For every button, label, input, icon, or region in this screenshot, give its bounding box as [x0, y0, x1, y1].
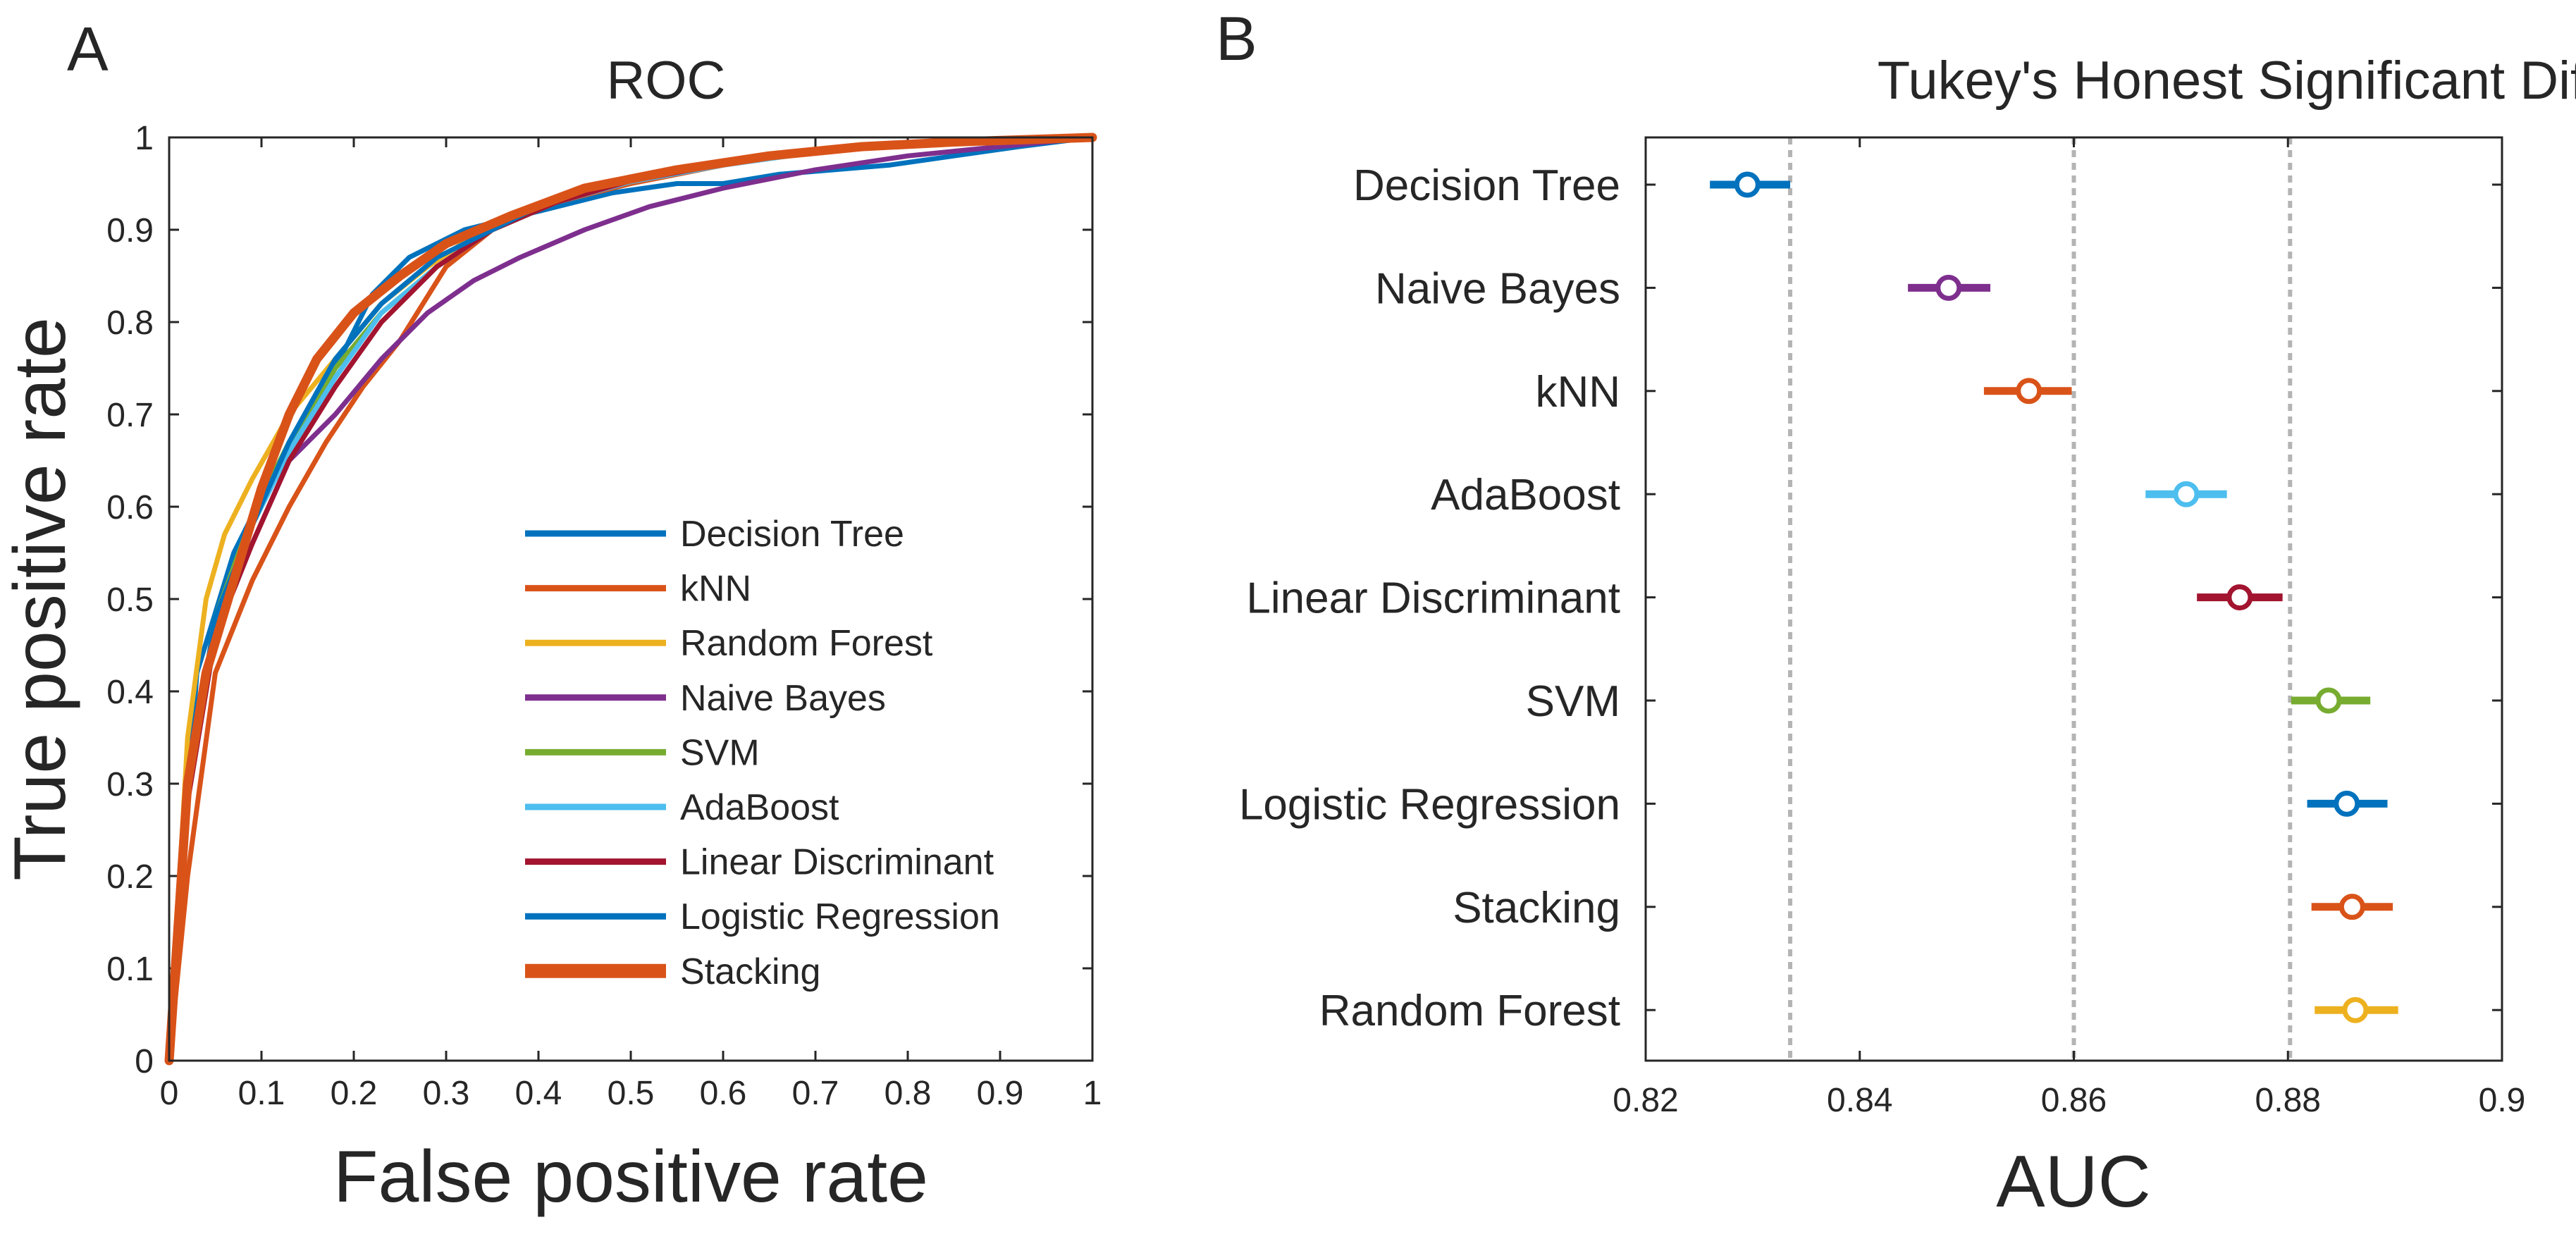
- panel-letter-a: A: [67, 14, 109, 84]
- hsd-category-label: Logistic Regression: [1239, 780, 1620, 829]
- hsd-mean-marker: [2338, 894, 2365, 920]
- roc-legend-label: Naive Bayes: [680, 678, 886, 719]
- hsd-mean-marker: [1734, 171, 1761, 198]
- hsd-category-label: Linear Discriminant: [1246, 574, 1620, 623]
- roc-xtick-label: 0: [160, 1075, 179, 1112]
- roc-xtick-label: 0.6: [700, 1075, 747, 1112]
- hsd-mean-marker: [2334, 790, 2360, 817]
- hsd-category-label: SVM: [1526, 677, 1620, 726]
- hsd-xtick-label: 0.84: [1827, 1082, 1892, 1119]
- panel-letter-b: B: [1216, 4, 1257, 73]
- roc-xtick-label: 0.3: [423, 1075, 470, 1112]
- roc-legend-label: kNN: [680, 569, 751, 610]
- roc-legend: Decision Tree kNN Random Forest Naive Bayes…: [525, 514, 1000, 992]
- roc-xtick-label: 0.4: [515, 1075, 562, 1112]
- roc-legend-label: Random Forest: [680, 623, 933, 664]
- hsd-category-label: Random Forest: [1319, 987, 1620, 1035]
- roc-ytick-label: 0.1: [106, 951, 154, 988]
- roc-ytick-label: 0.7: [106, 397, 154, 434]
- roc-ytick-label: 0.9: [106, 212, 154, 249]
- roc-xtick-label: 0.1: [238, 1075, 285, 1112]
- hsd-xtick-label: 0.86: [2041, 1082, 2107, 1119]
- hsd-category-label: kNN: [1535, 368, 1620, 417]
- hsd-xtick-label: 0.82: [1613, 1082, 1678, 1119]
- roc-chart: ROC 0 0.1 0.2 0.3 0.4 0.5 0.6 0.7 0.8 0.9 1 0 0.1 0.2…: [0, 51, 1102, 1218]
- hsd-mean-marker: [2016, 378, 2042, 405]
- roc-ytick-label: 0.8: [106, 304, 154, 342]
- roc-legend-label: SVM: [680, 732, 760, 773]
- roc-xtick-label: 0.8: [885, 1075, 932, 1112]
- hsd-chart: Tukey's Honest Significant Difference 0.…: [1239, 51, 2576, 1223]
- roc-xtick-label: 0.7: [792, 1075, 839, 1112]
- roc-ytick-label: 0.5: [106, 581, 154, 619]
- roc-line-stacking: [164, 132, 1097, 1066]
- roc-ytick-label: 0.6: [106, 489, 154, 526]
- roc-xtick-label: 0.5: [608, 1075, 655, 1112]
- hsd-xlabel: AUC: [1996, 1141, 2151, 1223]
- roc-legend-label: Logistic Regression: [680, 896, 1000, 937]
- roc-ylabel: True positive rate: [0, 317, 81, 881]
- roc-ytick-label: 0.3: [106, 766, 154, 803]
- roc-xtick-label: 1: [1083, 1075, 1102, 1112]
- hsd-mean-marker: [1935, 274, 1962, 301]
- roc-legend-label: Linear Discriminant: [680, 842, 994, 883]
- hsd-mean-marker: [2226, 584, 2253, 611]
- hsd-category-label: Decision Tree: [1353, 161, 1620, 210]
- hsd-xtick-label: 0.88: [2255, 1082, 2321, 1119]
- hsd-category-label: Naive Bayes: [1375, 264, 1620, 313]
- hsd-category-label: AdaBoost: [1431, 471, 1620, 519]
- roc-ytick-label: 0.2: [106, 858, 154, 896]
- hsd-mean-marker: [2315, 687, 2342, 714]
- roc-legend-label: Decision Tree: [680, 514, 904, 555]
- roc-legend-label: Stacking: [680, 951, 820, 992]
- hsd-mean-marker: [2173, 481, 2200, 507]
- roc-ytick-label: 1: [135, 120, 154, 157]
- hsd-category-label: Stacking: [1453, 884, 1620, 932]
- hsd-title: Tukey's Honest Significant Difference: [1878, 51, 2576, 111]
- hsd-mean-marker: [2342, 997, 2369, 1023]
- roc-xtick-label: 0.2: [331, 1075, 378, 1112]
- hsd-axes-box: [1644, 136, 2503, 1062]
- roc-xlabel: False positive rate: [333, 1136, 928, 1218]
- roc-ytick-label: 0: [135, 1043, 154, 1080]
- roc-ytick-label: 0.4: [106, 674, 154, 711]
- roc-legend-label: AdaBoost: [680, 787, 839, 828]
- roc-xtick-label: 0.9: [977, 1075, 1024, 1112]
- roc-title: ROC: [607, 51, 726, 111]
- roc-axes-box: [168, 136, 1094, 1062]
- hsd-xtick-label: 0.9: [2479, 1082, 2526, 1119]
